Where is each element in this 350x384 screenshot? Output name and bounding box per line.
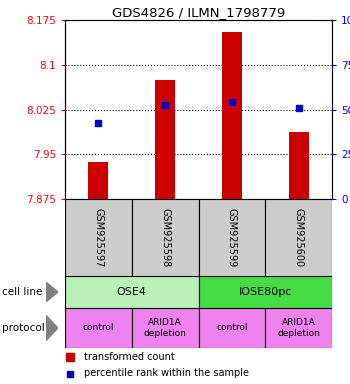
Bar	[198, 199, 265, 276]
Text: ARID1A
depletion: ARID1A depletion	[144, 318, 187, 338]
Bar	[265, 308, 332, 348]
Bar	[132, 308, 198, 348]
Text: GSM925599: GSM925599	[227, 208, 237, 267]
Bar	[265, 199, 332, 276]
Text: transformed count: transformed count	[84, 351, 174, 361]
Text: control: control	[83, 323, 114, 333]
Bar	[198, 308, 265, 348]
Text: control: control	[216, 323, 248, 333]
Bar	[88, 162, 108, 199]
Text: GSM925597: GSM925597	[93, 208, 103, 267]
Bar	[65, 308, 132, 348]
Polygon shape	[46, 315, 58, 341]
Text: GSM925598: GSM925598	[160, 208, 170, 267]
Text: protocol: protocol	[2, 323, 44, 333]
Text: IOSE80pc: IOSE80pc	[239, 287, 292, 297]
Text: ARID1A
depletion: ARID1A depletion	[277, 318, 320, 338]
Bar	[65, 199, 132, 276]
Bar	[132, 199, 198, 276]
Bar	[65, 276, 198, 308]
Bar	[289, 132, 309, 199]
Bar	[222, 32, 242, 199]
Polygon shape	[46, 282, 58, 302]
Text: percentile rank within the sample: percentile rank within the sample	[84, 369, 249, 379]
Bar	[198, 276, 332, 308]
Bar	[155, 79, 175, 199]
Text: cell line: cell line	[2, 287, 42, 297]
Title: GDS4826 / ILMN_1798779: GDS4826 / ILMN_1798779	[112, 6, 285, 19]
Text: OSE4: OSE4	[117, 287, 147, 297]
Text: GSM925600: GSM925600	[294, 208, 304, 267]
